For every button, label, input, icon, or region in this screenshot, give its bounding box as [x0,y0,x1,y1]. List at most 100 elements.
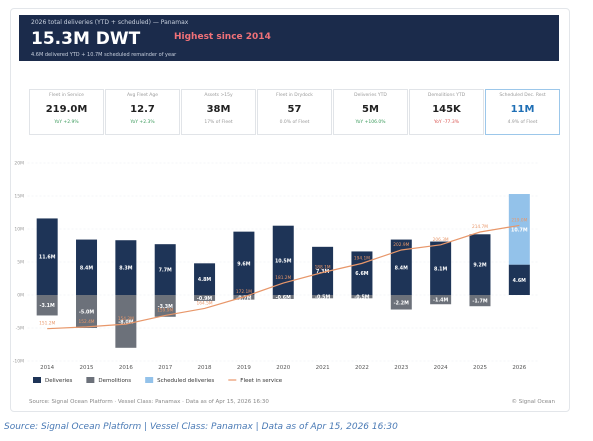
bar-value-label: -8.0M [118,319,133,325]
bar-value-label: -1.7M [472,299,487,305]
header-subtitle: 2026 total deliveries (YTD + scheduled) … [31,19,189,26]
bar-value-label: -3.3M [158,304,173,310]
kpi-label: Fleet in Service [49,93,84,98]
kpi-change: YoY +2.9% [54,120,79,125]
bar [312,295,334,299]
y-tick-label: -10M [13,359,24,365]
kpi-value: 145K [432,104,461,115]
bar-value-label: -0.5M [354,295,369,301]
line-value-label: 206.3M [433,237,449,243]
kpi-card: Fleet in Service 219.0M YoY +2.9% [29,89,104,135]
bar-value-label: 4.6M [513,278,526,284]
y-tick-label: 20M [14,161,24,167]
bar [272,295,294,299]
legend-label: Demolitions [98,378,131,384]
x-tick-label: 2016 [119,365,133,371]
x-tick-label: 2015 [80,365,94,371]
bar-value-label: -5.0M [79,310,94,316]
line-value-label: 219.0M [511,217,527,223]
bar [36,218,58,295]
kpi-label: Scheduled Dec. Rest [499,93,546,98]
x-tick-label: 2018 [198,365,212,371]
bar-value-label: 10.7M [511,227,528,233]
bar-value-label: 9.6M [237,261,250,267]
bar-value-label: -1.4M [433,298,448,304]
kpi-change: YoY +106.0% [355,120,386,125]
bar-value-label: 11.6M [39,255,56,261]
x-tick-label: 2025 [473,365,487,371]
bar [76,239,98,295]
kpi-label: Deliveries YTD [354,93,387,98]
line-value-label: 188.1M [315,265,331,271]
kpi-card: Assets >15y 38M 17% of Fleet [181,89,256,135]
bar [194,295,216,301]
line-value-label: 152.4M [79,319,95,325]
x-tick-label: 2024 [434,365,448,371]
line-value-label: 194.1M [354,255,370,261]
legend-swatch [33,377,41,383]
bar-value-label: 10.5M [275,258,292,264]
bar [469,234,491,295]
bar [233,231,255,295]
bar [36,295,58,316]
fleet-line [47,224,520,330]
legend-swatch [145,377,154,383]
bar [76,295,98,328]
header-highlight: Highest since 2014 [174,32,271,42]
kpi-value: 12.7 [130,104,155,115]
bar-value-label: -3.1M [40,303,55,309]
x-tick-label: 2019 [237,365,251,371]
caption: Source: Signal Ocean Platform | Vessel C… [4,422,398,432]
kpi-card: Fleet in Drydock 57 0.0% of Fleet [257,89,332,135]
bar [469,295,491,307]
bar [115,295,137,348]
bar [508,194,530,265]
bar-value-label: 8.3M [119,266,132,272]
kpi-label: Fleet in Drydock [276,93,313,98]
bar [430,241,452,295]
bar [390,295,412,310]
line-value-label: 151.2M [39,321,55,327]
kpi-value: 57 [287,104,302,115]
x-tick-label: 2026 [512,365,526,371]
kpi-value: 11M [510,104,535,115]
y-tick-label: 0M [17,293,24,299]
bar-value-label: -0.5M [315,295,330,301]
footer-source: Source: Signal Ocean Platform · Vessel C… [29,399,269,405]
bar [154,295,176,317]
kpi-row: Fleet in Service 219.0M YoY +2.9% Avg Fleet… [29,89,560,135]
header-value: 15.3M DWT [31,29,141,49]
bar-value-label: 8.1M [434,266,447,272]
kpi-change: 0.0% of Fleet [279,120,310,125]
bar [508,264,530,295]
kpi-card: Deliveries YTD 5M YoY +106.0% [333,89,408,135]
line-value-label: 159.9M [157,307,173,313]
kpi-card: Avg Fleet Age 12.7 YoY +2.3% [105,89,180,135]
x-tick-label: 2022 [355,365,369,371]
bar-value-label: 8.4M [395,265,408,271]
bar [351,295,373,299]
x-tick-label: 2020 [276,365,290,371]
line-value-label: 154.2M [118,316,134,322]
line-value-label: 181.2M [275,275,291,281]
x-tick-label: 2017 [158,365,172,371]
header: 2026 total deliveries (YTD + scheduled) … [19,15,559,61]
kpi-value: 219.0M [45,104,88,115]
bar-value-label: -2.2M [394,300,409,306]
line-value-label: 164.5M [197,300,213,306]
x-tick-label: 2023 [394,365,408,371]
bar-value-label: -0.6M [276,295,291,301]
bar [390,239,412,295]
legend-swatch [86,377,95,383]
line-value-label: 172.1M [236,289,252,295]
kpi-card: Scheduled Dec. Rest 11M 4.9% of Fleet [485,89,560,135]
bar-value-label: 9.2M [473,263,486,269]
x-tick-label: 2021 [316,365,330,371]
footer-copyright: © Signal Ocean [511,399,555,405]
bar-value-label: 4.8M [198,277,211,283]
bar [312,246,334,295]
y-tick-label: 10M [14,227,24,233]
x-tick-label: 2014 [40,365,54,371]
